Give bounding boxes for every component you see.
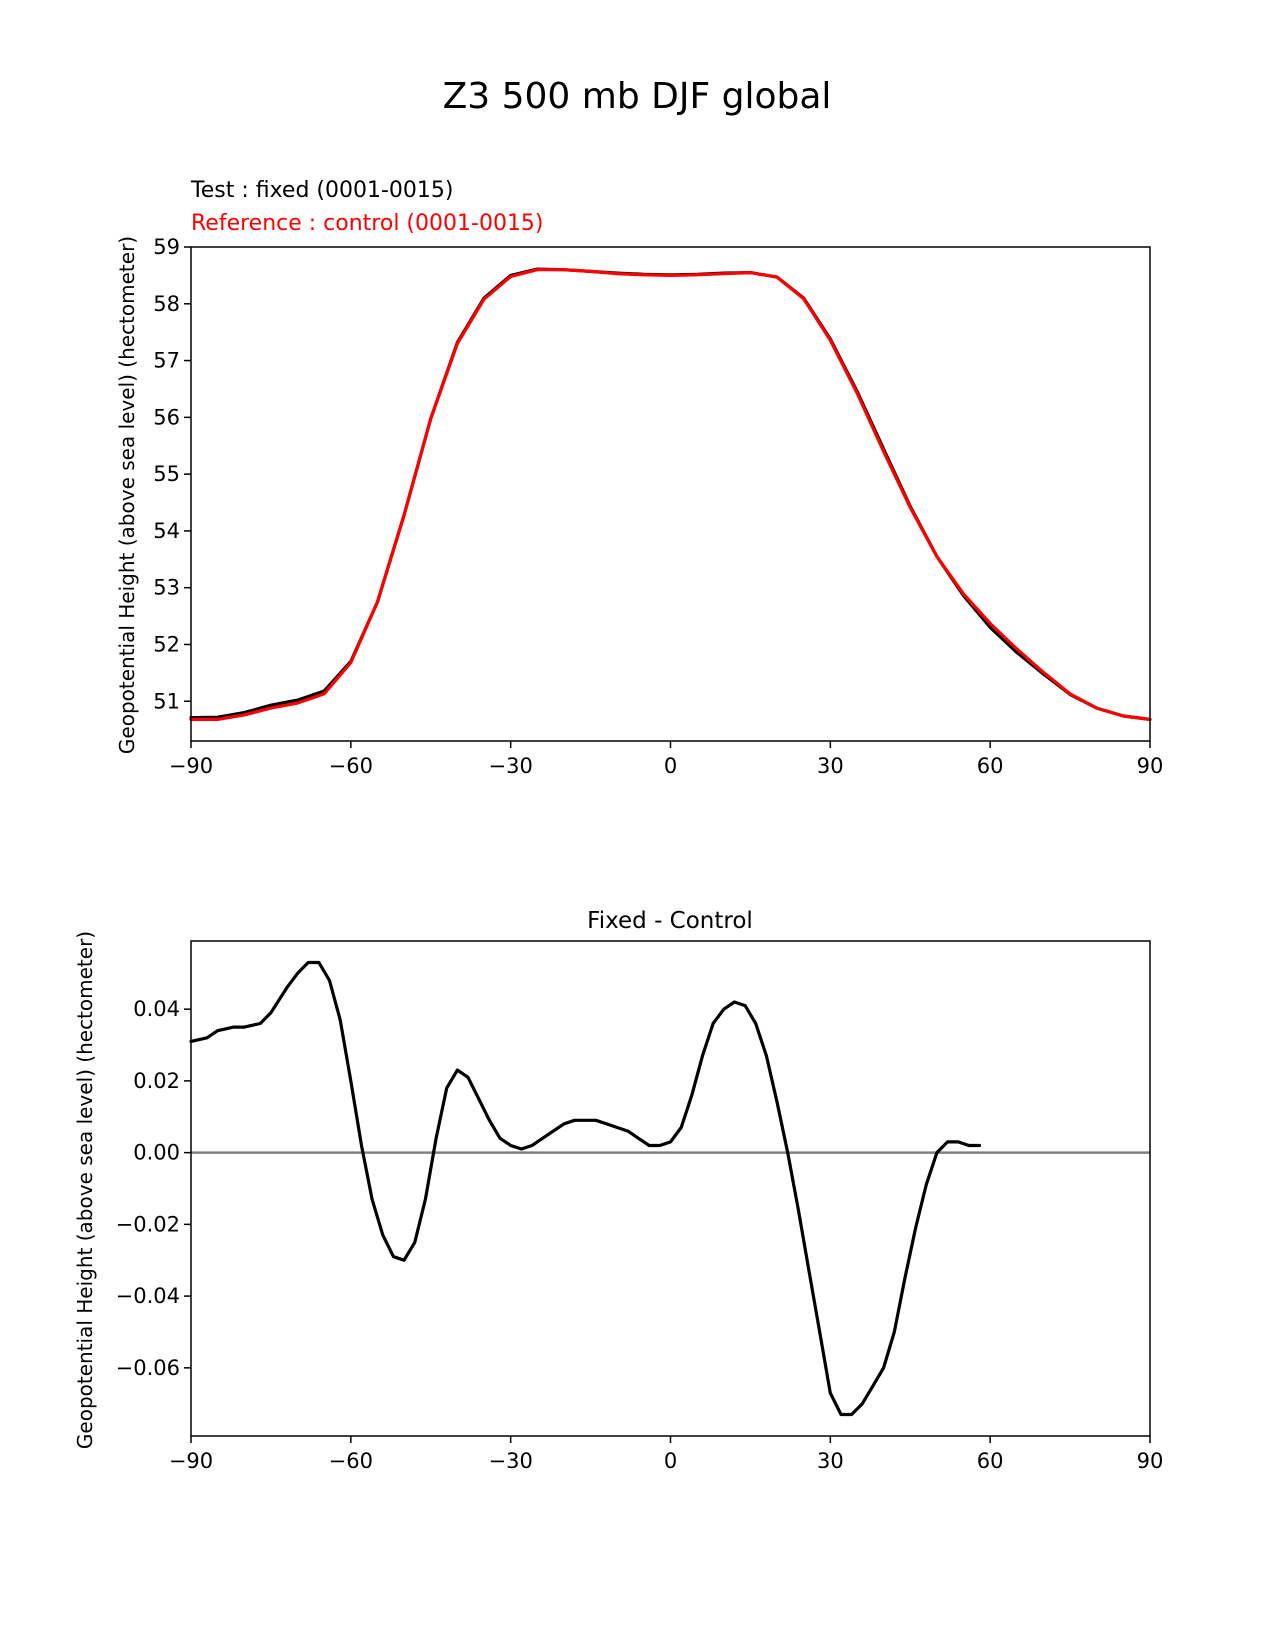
y-tick-label: 0.00 (133, 1141, 180, 1165)
legend-reference-label: Reference : control (0001-0015) (191, 211, 544, 236)
y-tick-label: 57 (153, 349, 180, 373)
series-line-test (189, 267, 1152, 722)
y-tick-label: 52 (153, 632, 180, 656)
y-tick-label: 51 (153, 689, 180, 713)
x-tick-label: 30 (817, 1449, 844, 1473)
y-tick-label: −0.02 (116, 1212, 180, 1236)
x-tick-label: −30 (489, 1449, 533, 1473)
bottom-plot: Fixed - Control Geopotential Height (abo… (73, 908, 1163, 1473)
series-line-reference (189, 268, 1152, 722)
y-tick-label: 55 (153, 462, 180, 486)
x-tick-label: 90 (1137, 754, 1164, 778)
y-tick-label: 53 (153, 576, 180, 600)
y-tick-label: 54 (153, 519, 180, 543)
y-tick-label: −0.04 (116, 1284, 180, 1308)
x-tick-label: −90 (169, 1449, 213, 1473)
bottom-plot-frame (190, 940, 1151, 1437)
top-ylabel: Geopotential Height (above sea level) (h… (115, 236, 139, 754)
x-tick-label: −60 (329, 1449, 373, 1473)
legend-test-label: Test : fixed (0001-0015) (190, 178, 454, 203)
x-tick-label: −90 (169, 754, 213, 778)
y-tick-label: −0.06 (116, 1356, 180, 1380)
x-tick-label: −30 (489, 754, 533, 778)
x-tick-label: 30 (817, 754, 844, 778)
top-plot: Test : fixed (0001-0015) Reference : con… (115, 178, 1163, 778)
x-tick-label: −60 (329, 754, 373, 778)
y-tick-label: 56 (153, 405, 180, 429)
x-tick-label: 0 (664, 754, 677, 778)
x-tick-label: 0 (664, 1449, 677, 1473)
y-tick-label: 0.02 (133, 1069, 180, 1093)
top-plot-frame (190, 246, 1151, 742)
y-tick-label: 59 (153, 235, 180, 259)
bottom-title: Fixed - Control (587, 908, 753, 934)
y-tick-label: 58 (153, 292, 180, 316)
bottom-ylabel: Geopotential Height (above sea level) (h… (73, 931, 97, 1449)
x-tick-label: 60 (977, 1449, 1004, 1473)
y-tick-label: 0.04 (133, 997, 180, 1021)
figure-title: Z3 500 mb DJF global (443, 76, 832, 117)
x-tick-label: 90 (1137, 1449, 1164, 1473)
x-tick-label: 60 (977, 754, 1004, 778)
series-line-difference (189, 960, 982, 1417)
